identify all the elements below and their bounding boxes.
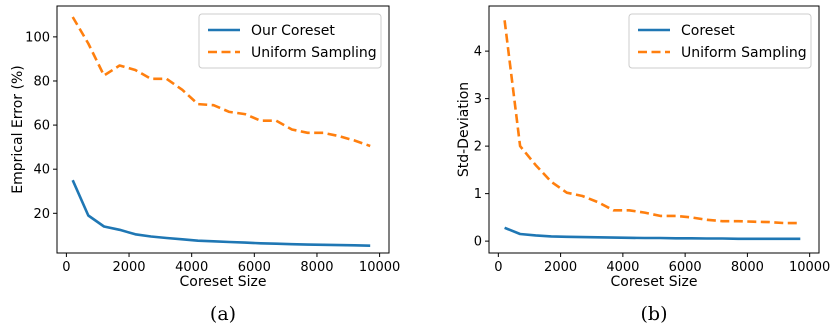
figure-caption: (a): [210, 303, 236, 325]
figure-caption: (b): [641, 303, 668, 325]
legend: Our Coreset Uniform Sampling: [198, 13, 382, 69]
y-tick-label: 80: [33, 74, 50, 89]
y-tick-label: 1: [474, 187, 482, 202]
y-tick-label: 20: [33, 207, 50, 222]
x-tick-label: 10000: [789, 260, 830, 275]
y-tick-label: 2: [474, 140, 482, 155]
legend-label: Coreset: [681, 23, 735, 39]
legend-box: [198, 13, 382, 69]
plot-frame: [488, 5, 820, 254]
x-tick-label: 2000: [544, 260, 577, 275]
y-axis-label: Std-Deviation: [456, 82, 472, 177]
x-tick-label: 6000: [238, 260, 271, 275]
plot-frame: [56, 5, 390, 254]
x-axis-label: Coreset Size: [611, 274, 698, 290]
x-tick-label: 0: [62, 260, 70, 275]
x-tick-label: 6000: [669, 260, 702, 275]
legend-box: [628, 13, 812, 69]
y-tick-label: 0: [474, 235, 482, 250]
legend: Coreset Uniform Sampling: [628, 13, 812, 69]
series-line-1: [504, 226, 801, 241]
legend-label: Uniform Sampling: [681, 45, 807, 61]
y-tick-label: 60: [33, 119, 50, 134]
series-line-1: [71, 179, 371, 247]
chart-1: 0 2000 4000 6000 8000 10000 20 40 60 80 100 Coreset…: [10, 5, 400, 325]
x-tick-label: 4000: [606, 260, 639, 275]
x-tick-label: 10000: [359, 260, 400, 275]
y-tick-label: 3: [474, 92, 482, 107]
y-tick-label: 40: [33, 163, 50, 178]
x-tick-label: 2000: [112, 260, 145, 275]
x-tick-label: 8000: [731, 260, 764, 275]
x-tick-label: 0: [494, 260, 502, 275]
y-axis-label: Emprical Error (%): [10, 65, 26, 193]
series-line-2: [503, 20, 801, 225]
legend-label: Uniform Sampling: [251, 45, 377, 61]
y-tick-label: 4: [474, 45, 482, 60]
x-tick-label: 4000: [175, 260, 208, 275]
y-tick-label: 100: [25, 30, 50, 45]
legend-label: Our Coreset: [251, 23, 335, 39]
x-tick-label: 8000: [300, 260, 333, 275]
series-line-2: [71, 16, 371, 148]
x-axis-label: Coreset Size: [180, 274, 267, 290]
chart-2: 0 2000 4000 6000 8000 10000 0 1 2 3 4 Coreset Size S…: [456, 5, 830, 325]
